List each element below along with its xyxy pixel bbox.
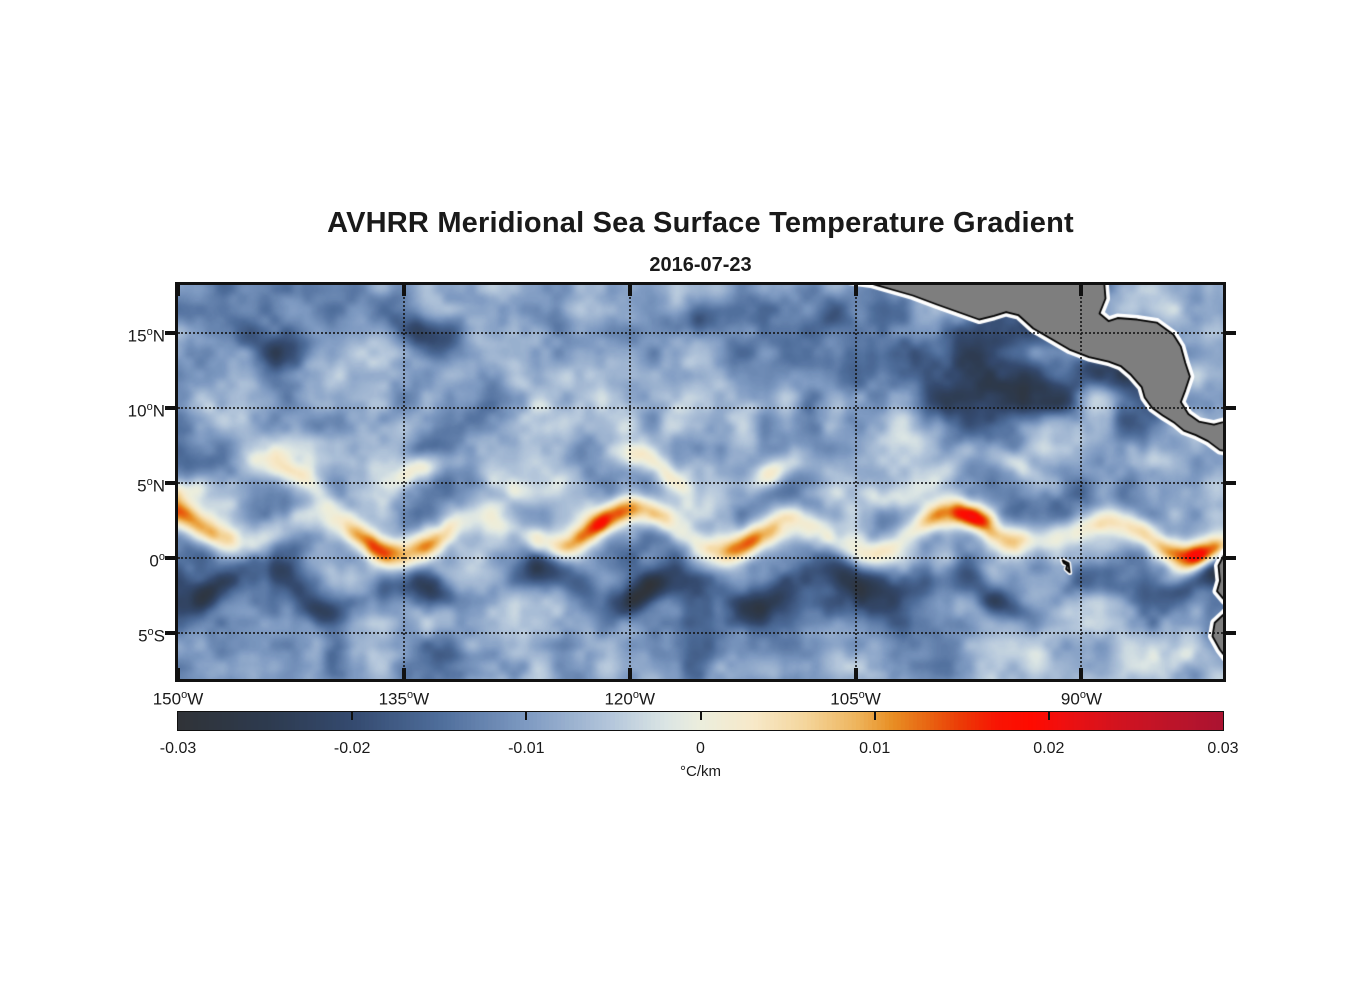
colorbar-tick-label: 0.02 [1033, 740, 1065, 757]
chart-date-subtitle: 2016-07-23 [649, 254, 752, 276]
colorbar-tick-label: -0.03 [159, 740, 197, 757]
colorbar-tick-label: 0.01 [859, 740, 891, 757]
map-plot-area [165, 282, 1236, 682]
gridline-lat--5 [178, 632, 1223, 635]
colorbar-gradient [178, 712, 1223, 730]
x-axis-tick-label: 120oW [604, 689, 655, 709]
colorbar-tick [525, 712, 528, 720]
colorbar-tick [873, 712, 876, 720]
colorbar-tick-label: 0 [696, 740, 705, 757]
colorbar-tick-label: -0.02 [333, 740, 371, 757]
x-tick-top [1079, 285, 1084, 296]
x-tick-bottom [853, 668, 858, 679]
y-tick-right [1226, 331, 1236, 336]
gridline-lat-5 [178, 482, 1223, 485]
x-tick-bottom [176, 668, 180, 679]
colorbar-tick [351, 712, 354, 720]
colorbar-tick-label: -0.01 [508, 740, 545, 757]
x-tick-bottom [401, 668, 406, 679]
x-axis-tick-label: 150oW [152, 689, 204, 709]
colorbar-tick [699, 712, 702, 720]
y-tick-left [165, 556, 175, 561]
y-tick-right [1226, 556, 1236, 561]
x-axis-tick-label: 135oW [378, 689, 430, 709]
x-tick-bottom [627, 668, 632, 679]
gridline-lon-90 [1080, 285, 1083, 679]
y-tick-right [1226, 406, 1236, 411]
y-axis-tick-label: 5oN [137, 476, 165, 496]
x-tick-top [627, 285, 632, 296]
y-tick-left [165, 331, 175, 336]
y-tick-left [165, 631, 175, 636]
gridline-lon-120 [628, 285, 631, 679]
y-axis-tick-label: 0o [149, 551, 165, 571]
x-tick-top [853, 285, 858, 296]
x-tick-bottom [1079, 668, 1084, 679]
gridline-lat-0 [178, 557, 1223, 560]
gridline-lat-15 [178, 332, 1223, 335]
sst-gradient-heatmap [178, 285, 1223, 679]
y-tick-left [165, 481, 175, 486]
x-axis-tick-label: 90oW [1060, 689, 1102, 709]
x-tick-top [176, 285, 180, 296]
x-tick-top [401, 285, 406, 296]
y-axis-tick-label: 15oN [127, 326, 165, 346]
gridline-lon-105 [854, 285, 857, 679]
gridline-lat-10 [178, 407, 1223, 410]
y-axis-tick-label: 5oS [138, 626, 165, 646]
chart-title: AVHRR Meridional Sea Surface Temperature… [327, 207, 1074, 239]
x-axis-tick-label: 105oW [830, 689, 881, 709]
y-tick-right [1226, 631, 1236, 636]
colorbar [177, 711, 1224, 731]
gridline-lon-135 [402, 285, 405, 679]
colorbar-tick-label: 0.03 [1207, 740, 1239, 757]
y-axis-tick-label: 10oN [127, 401, 165, 421]
y-tick-left [165, 406, 175, 411]
y-tick-right [1226, 481, 1236, 486]
colorbar-unit-label: °C/km [680, 763, 721, 780]
colorbar-tick [1047, 712, 1050, 720]
